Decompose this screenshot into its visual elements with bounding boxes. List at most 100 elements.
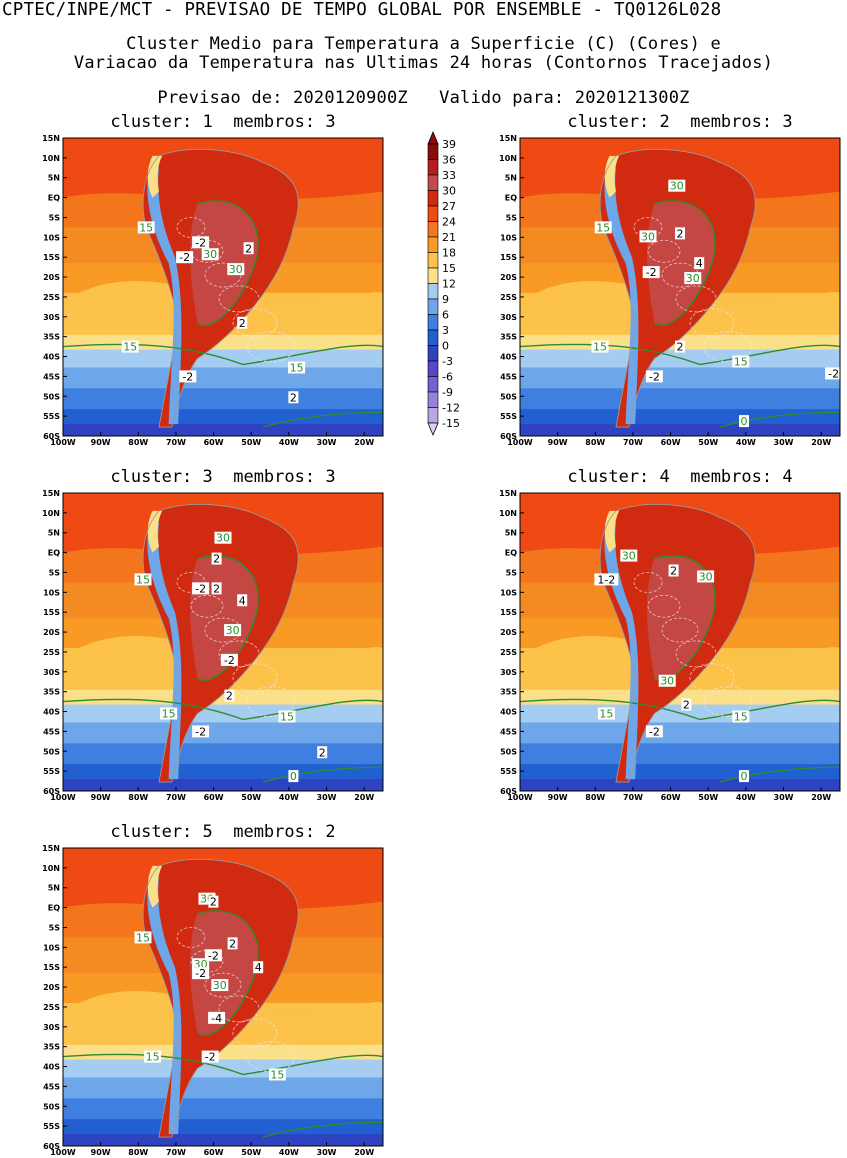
colorbar-label: 15 (442, 262, 456, 275)
contour-label-box (192, 582, 210, 595)
contour-label: 15 (596, 221, 610, 234)
contour-label: 2 (319, 746, 326, 759)
lat-label: 35S (500, 333, 517, 342)
contour-label: 4 (239, 594, 246, 607)
colorbar-swatch (427, 221, 439, 238)
lon-label: 50W (241, 793, 261, 802)
lon-label: 80W (585, 438, 605, 447)
contour-label: 15 (136, 931, 150, 944)
contour-label: 30 (660, 675, 674, 688)
lon-label: 30W (317, 793, 337, 802)
lat-label: EQ (48, 904, 60, 913)
contour-label: 2 (245, 242, 252, 255)
lon-label: 30W (774, 793, 794, 802)
colorbar-label: 30 (442, 185, 456, 198)
lat-label: 40S (43, 1063, 60, 1072)
colorbar-swatch (427, 391, 439, 408)
colorbar-swatch (427, 407, 439, 424)
contour-label: -2 (649, 370, 660, 383)
contour-label: 15 (146, 1051, 160, 1064)
colorbar-label: 27 (442, 200, 456, 213)
contour-label-box (134, 573, 152, 586)
lat-label: 45S (43, 372, 60, 381)
forecast-dates: Previsao de: 2020120900Z Valido para: 20… (157, 88, 690, 108)
lat-label: 30S (43, 1023, 60, 1032)
contour-label-box (192, 725, 210, 738)
lat-label: 35S (43, 333, 60, 342)
contour-label: 30 (622, 550, 636, 563)
colorbar-swatch (427, 283, 439, 300)
lat-label: 45S (500, 727, 517, 736)
lat-label: 25S (43, 648, 60, 657)
header-line-3: Variacao da Temperatura nas Ultimas 24 h… (73, 53, 774, 73)
lon-label: 80W (128, 793, 148, 802)
contour-label: 1-2 (597, 573, 615, 586)
lat-label: 5N (505, 174, 517, 183)
contour-label-box (243, 242, 254, 255)
lat-label: 5N (48, 529, 60, 538)
colorbar-swatch (427, 329, 439, 346)
contour-label: -2 (646, 266, 657, 279)
contour-label: 15 (162, 708, 176, 721)
contour-label: 30 (213, 979, 227, 992)
colorbar-label: 21 (442, 231, 456, 244)
contour-label-box (237, 316, 248, 329)
lat-label: 15S (500, 608, 517, 617)
contour-label: 2 (239, 317, 246, 330)
contour-label-box (645, 370, 663, 383)
contour-label: 0 (290, 770, 297, 783)
lon-label: 50W (241, 438, 261, 447)
lat-label: 5N (505, 529, 517, 538)
header-line-2: Cluster Medio para Temperatura a Superfi… (126, 34, 721, 54)
colorbar-swatch (427, 376, 439, 393)
colorbar-label: 12 (442, 278, 456, 291)
lon-label: 90W (91, 793, 111, 802)
contour-label-box (675, 227, 685, 240)
colorbar-swatch (427, 360, 439, 377)
contour-label-box (658, 674, 676, 687)
lon-label: 60W (204, 1148, 224, 1157)
lat-label: 10N (42, 509, 60, 518)
lat-label: 30S (43, 313, 60, 322)
contour-label-box (204, 949, 222, 962)
lat-label: 10S (500, 233, 517, 242)
contour-label: 2 (290, 391, 297, 404)
lat-label: 45S (500, 372, 517, 381)
contour-label: 15 (280, 711, 294, 724)
lon-label: 20W (354, 1148, 374, 1157)
contour-label: -2 (205, 1051, 216, 1064)
contour-label: 15 (136, 573, 150, 586)
map-panel-2: 30 15 30 2 -2 4 30 15 2 15 -2 -2 0 15N 10N 5N EQ 5S 10S 15S… (480, 134, 844, 448)
contour-label-box (201, 1050, 219, 1063)
contour-label-box (684, 272, 702, 285)
contour-label-box (639, 230, 657, 243)
contour-label-box (192, 967, 210, 980)
contour-label-box (237, 594, 248, 607)
contour-label-box (179, 370, 197, 383)
contour-label: 2 (229, 937, 236, 950)
contour-label-box (134, 931, 152, 944)
contour-label-box (137, 221, 155, 234)
lon-label: 90W (548, 438, 568, 447)
lat-label: 55S (43, 412, 60, 421)
contour-label-box (208, 895, 219, 908)
contour-label-box (268, 1068, 286, 1081)
lat-label: 20S (500, 628, 517, 637)
contour-label-box (597, 707, 615, 720)
lon-label: 20W (354, 793, 374, 802)
colorbar-swatch (427, 298, 439, 315)
lon-label: 100W (507, 793, 533, 802)
lat-label: 50S (43, 392, 60, 401)
lon-label: 50W (241, 1148, 261, 1157)
colorbar-swatch (427, 314, 439, 331)
lon-label: 20W (811, 793, 831, 802)
contour-label: 2 (213, 582, 220, 595)
contour-label: 30 (226, 624, 240, 637)
lon-label: 70W (166, 1148, 186, 1157)
lat-label: 45S (43, 727, 60, 736)
lon-label: 100W (507, 438, 533, 447)
lon-label: 30W (317, 1148, 337, 1157)
lat-label: 10S (43, 943, 60, 952)
lat-label: 15N (42, 134, 60, 143)
